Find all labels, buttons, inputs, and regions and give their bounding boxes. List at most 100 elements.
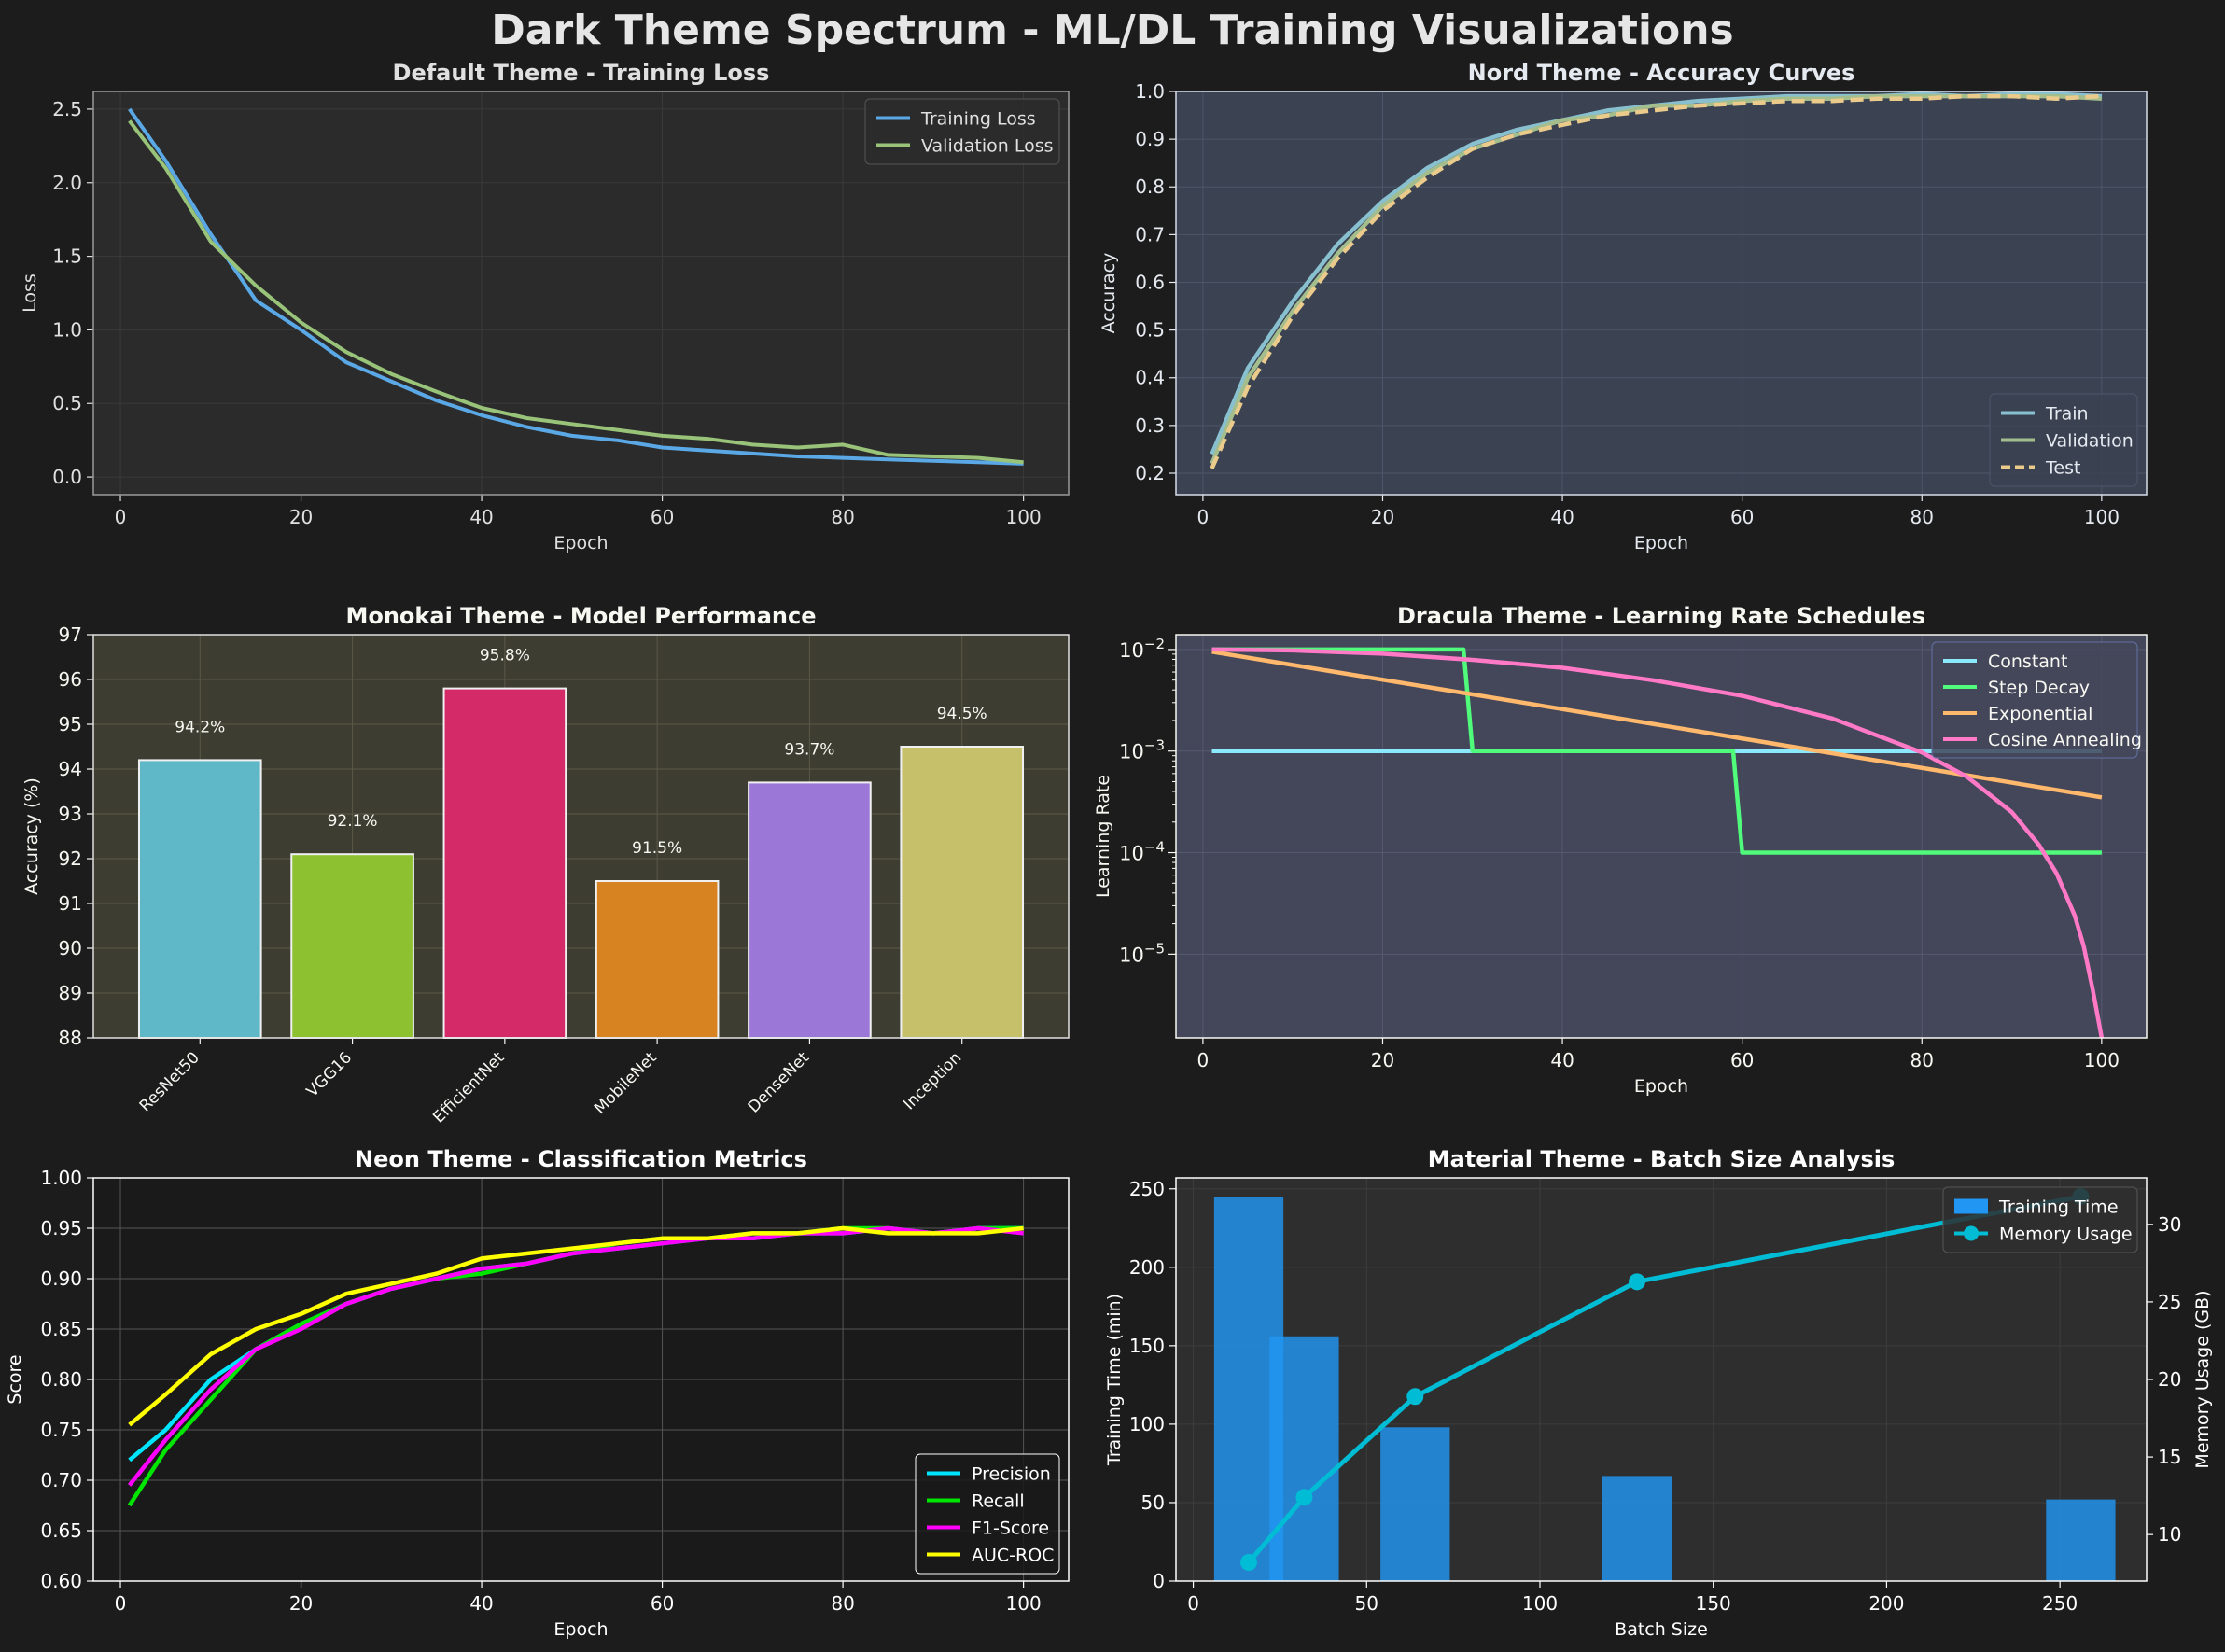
x-axis-label: Epoch <box>1634 1076 1688 1097</box>
y-tick-label: 89 <box>59 982 82 1004</box>
y-tick-label: 1.0 <box>52 318 82 341</box>
x-tick-label: 40 <box>469 1592 493 1615</box>
chart-model-performance: Monokai Theme - Model Performance Accurac… <box>21 603 1070 1127</box>
x-tick-label: 80 <box>831 506 854 528</box>
x-tick-label: Inception <box>900 1048 965 1113</box>
bar-vgg16 <box>290 853 414 1040</box>
x-tick-label: 40 <box>1550 1049 1574 1071</box>
x-tick-label: 100 <box>1006 1592 1042 1615</box>
chart-batch-size-analysis: Material Theme - Batch Size Analysis Batc… <box>1104 1146 2213 1640</box>
chart-title: Material Theme - Batch Size Analysis <box>1428 1146 1896 1172</box>
y-tick-label: 10−3 <box>1119 737 1165 763</box>
legend-label: Training Time <box>1998 1197 2119 1218</box>
y-tick-label: 1.5 <box>52 245 82 268</box>
y-tick-label: 1.0 <box>1135 80 1165 103</box>
y-tick-label: 0.0 <box>52 466 82 488</box>
series-line-step-decay <box>1211 647 2102 855</box>
legend-box <box>1989 393 2138 487</box>
bar-efficientnet <box>442 687 567 1039</box>
x-tick-label: 50 <box>1355 1592 1378 1615</box>
legend-label: Step Decay <box>1988 678 2090 698</box>
legend-label: Memory Usage <box>1999 1225 2133 1245</box>
legend-box <box>1931 641 2138 759</box>
x-tick-label: 80 <box>831 1592 854 1615</box>
x-tick-label: 100 <box>2084 506 2120 528</box>
x-tick-label: 40 <box>469 506 493 528</box>
bar-inception <box>900 746 1025 1039</box>
y-tick-label: 94 <box>59 758 82 780</box>
bar-value-label: 91.5% <box>632 839 682 858</box>
y-tick-label: 10−5 <box>1119 940 1165 966</box>
y2-tick-label: 15 <box>2158 1446 2181 1468</box>
bar-training-time <box>1602 1476 1672 1581</box>
y-tick-label: 0 <box>1153 1570 1165 1592</box>
y-tick-label: 0.65 <box>40 1519 82 1542</box>
y-tick-label: 0.90 <box>40 1267 82 1290</box>
bar-densenet <box>748 781 872 1040</box>
plot-border <box>1175 91 2148 496</box>
y-tick-label: 96 <box>59 668 82 691</box>
y-tick-label: 100 <box>1129 1413 1165 1435</box>
plot-border <box>92 1177 1070 1582</box>
x-tick-label: 20 <box>1371 506 1394 528</box>
legend-label: Precision <box>972 1464 1051 1485</box>
x-tick-label: 20 <box>289 506 313 528</box>
bar-training-time <box>1380 1427 1450 1581</box>
chart-title: Dracula Theme - Learning Rate Schedules <box>1397 603 1925 629</box>
y-tick-label: 250 <box>1129 1178 1165 1200</box>
series-line-exponential <box>1211 650 2103 800</box>
chart-training-loss: Default Theme - Training Loss Epoch Loss 0 2… <box>20 60 1070 553</box>
bar-value-label: 94.2% <box>175 718 225 736</box>
plot-border <box>92 634 1070 1039</box>
y-tick-label: 150 <box>1129 1335 1165 1357</box>
x-tick-label: MobileNet <box>591 1048 661 1118</box>
x-tick-label: 0 <box>1187 1592 1199 1615</box>
legend-label: Exponential <box>1988 704 2092 724</box>
memory-usage-point <box>1406 1388 1424 1406</box>
memory-usage-point <box>1295 1489 1313 1506</box>
x-tick-label: 20 <box>1371 1049 1394 1071</box>
plot-border <box>1175 1177 2148 1582</box>
legend-marker <box>1964 1225 1979 1241</box>
x-tick-label: 150 <box>1696 1592 1731 1615</box>
legend-label: Training Loss <box>920 109 1036 130</box>
x-axis-label: Epoch <box>553 1619 608 1640</box>
y2-tick-label: 25 <box>2158 1291 2181 1313</box>
x-tick-label: 250 <box>2042 1592 2078 1615</box>
series-line-test <box>1210 93 2103 469</box>
legend-swatch <box>1954 1198 1988 1214</box>
y-axis-label: Learning Rate <box>1093 775 1113 898</box>
y-axis-label: Score <box>5 1354 25 1404</box>
x-tick-label: 0 <box>1197 1049 1210 1071</box>
y-tick-label: 0.75 <box>40 1419 82 1441</box>
legend-label: Recall <box>972 1491 1025 1512</box>
legend-label: Validation Loss <box>921 136 1054 157</box>
y-tick-label: 10−4 <box>1119 839 1165 865</box>
plot-border <box>92 91 1070 496</box>
y-tick-label: 0.4 <box>1135 367 1165 389</box>
x-tick-label: 100 <box>1522 1592 1558 1615</box>
y-tick-label: 88 <box>59 1027 82 1049</box>
y-axis-label: Loss <box>20 273 40 313</box>
legend-label: Validation <box>2046 431 2134 452</box>
y-tick-label: 0.3 <box>1135 414 1165 437</box>
chart-title: Neon Theme - Classification Metrics <box>355 1146 807 1172</box>
legend-label: Constant <box>1988 651 2067 672</box>
y-tick-label: 0.6 <box>1135 271 1165 293</box>
y-tick-label: 10−2 <box>1119 636 1165 662</box>
chart-accuracy-curves: Nord Theme - Accuracy Curves Epoch Accurac… <box>1099 60 2148 553</box>
x-tick-label: 60 <box>1730 506 1754 528</box>
y2-tick-label: 30 <box>2158 1213 2181 1236</box>
x-axis-label: Batch Size <box>1615 1619 1708 1640</box>
chart-classification-metrics: Neon Theme - Classification Metrics Epoch… <box>5 1146 1070 1640</box>
memory-usage-point <box>1240 1554 1257 1572</box>
y-tick-label: 92 <box>59 847 82 870</box>
x-tick-label: 60 <box>651 1592 674 1615</box>
bar-value-label: 95.8% <box>480 647 530 665</box>
series-line-validation-loss <box>128 119 1024 465</box>
y-tick-label: 97 <box>59 623 82 646</box>
y-tick-label: 91 <box>59 892 82 915</box>
y-tick-label: 50 <box>1141 1491 1165 1514</box>
y-tick-label: 95 <box>59 713 82 735</box>
